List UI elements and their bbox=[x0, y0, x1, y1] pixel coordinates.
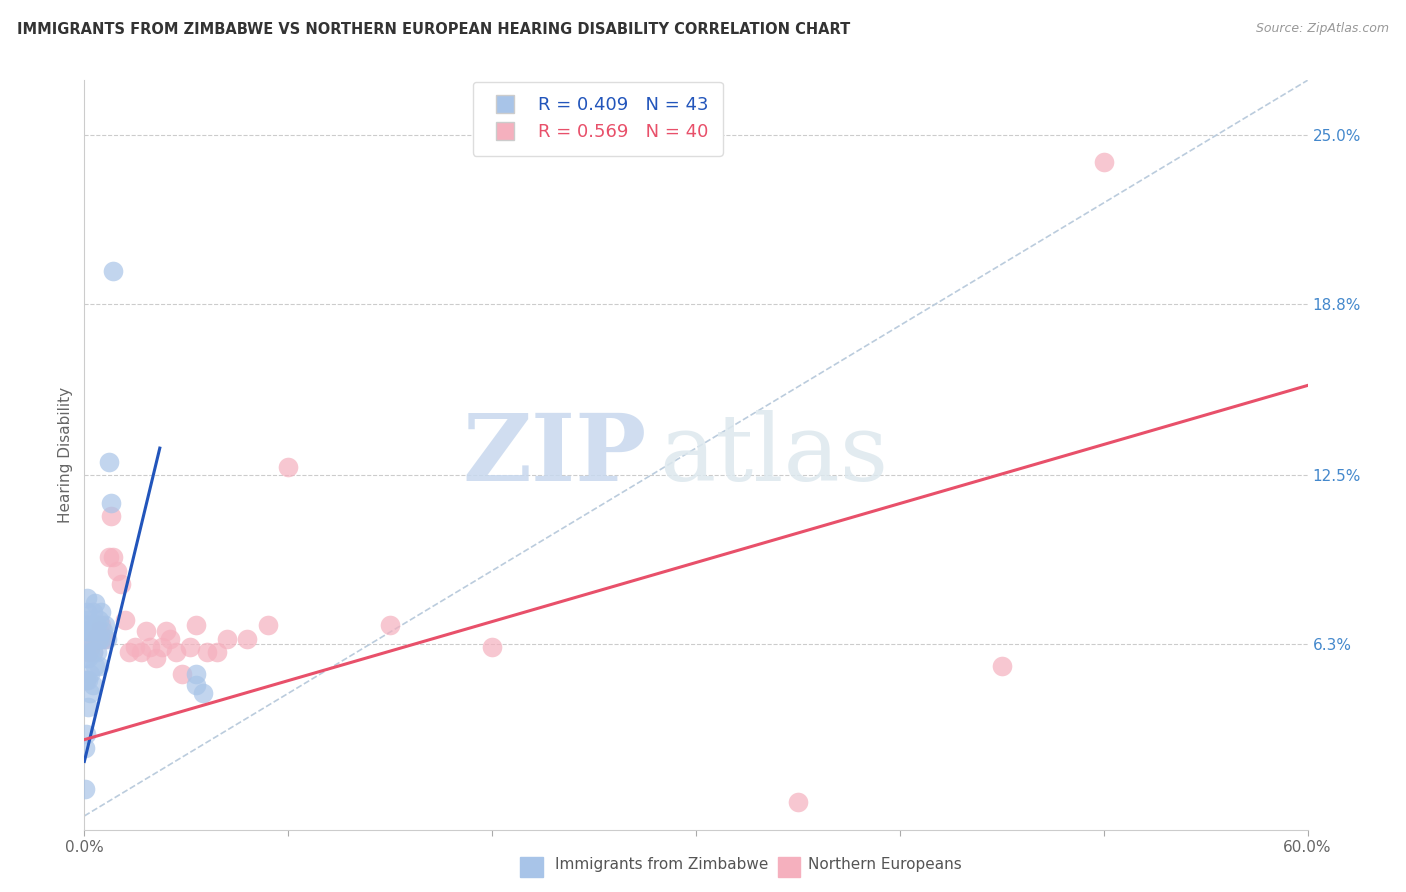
Point bbox=[90, 618, 112, 632]
Point bbox=[205, 645, 228, 659]
Point bbox=[91, 624, 114, 638]
Point bbox=[93, 632, 115, 646]
Point bbox=[277, 460, 299, 475]
Point bbox=[124, 640, 146, 654]
Point bbox=[118, 645, 141, 659]
Point bbox=[90, 632, 112, 646]
Point bbox=[105, 564, 128, 578]
Point bbox=[75, 781, 97, 796]
Point bbox=[97, 455, 120, 469]
Text: IMMIGRANTS FROM ZIMBABWE VS NORTHERN EUROPEAN HEARING DISABILITY CORRELATION CHA: IMMIGRANTS FROM ZIMBABWE VS NORTHERN EUR… bbox=[17, 22, 851, 37]
Point bbox=[186, 678, 208, 692]
Point bbox=[76, 605, 98, 619]
Point bbox=[82, 645, 104, 659]
Point bbox=[87, 624, 110, 638]
Y-axis label: Hearing Disability: Hearing Disability bbox=[58, 387, 73, 523]
Point bbox=[191, 686, 214, 700]
Point bbox=[82, 605, 104, 619]
Point bbox=[100, 495, 122, 509]
Point bbox=[82, 645, 104, 659]
Point bbox=[90, 605, 112, 619]
Point bbox=[79, 640, 101, 654]
Point bbox=[75, 673, 97, 687]
Point bbox=[165, 645, 187, 659]
Point bbox=[83, 632, 105, 646]
Point bbox=[79, 632, 101, 646]
Point bbox=[76, 591, 98, 605]
Point bbox=[236, 632, 259, 646]
Text: Northern Europeans: Northern Europeans bbox=[808, 857, 962, 872]
Point bbox=[87, 613, 110, 627]
Point bbox=[77, 651, 100, 665]
Point bbox=[87, 632, 110, 646]
Point bbox=[82, 678, 104, 692]
Text: Immigrants from Zimbabwe: Immigrants from Zimbabwe bbox=[555, 857, 769, 872]
Point bbox=[75, 651, 97, 665]
Point bbox=[77, 673, 100, 687]
Point bbox=[481, 640, 503, 654]
Text: ZIP: ZIP bbox=[463, 410, 647, 500]
Point bbox=[79, 686, 101, 700]
Point bbox=[138, 640, 160, 654]
Point bbox=[380, 618, 402, 632]
Point bbox=[79, 624, 101, 638]
Point bbox=[135, 624, 157, 638]
Point bbox=[77, 700, 100, 714]
Point bbox=[77, 645, 100, 659]
Point bbox=[79, 645, 101, 659]
Legend: R = 0.409   N = 43, R = 0.569   N = 40: R = 0.409 N = 43, R = 0.569 N = 40 bbox=[472, 82, 723, 156]
Point bbox=[77, 624, 100, 638]
Point bbox=[217, 632, 239, 646]
Point bbox=[787, 795, 810, 809]
Point bbox=[83, 624, 105, 638]
Point bbox=[75, 740, 97, 755]
Point bbox=[86, 618, 108, 632]
Point bbox=[86, 645, 108, 659]
Point bbox=[172, 667, 194, 681]
Point bbox=[93, 618, 115, 632]
Point bbox=[114, 613, 136, 627]
Point bbox=[75, 727, 97, 741]
Point bbox=[83, 596, 105, 610]
Point bbox=[150, 640, 173, 654]
Point bbox=[179, 640, 201, 654]
Point bbox=[1092, 155, 1115, 169]
Point bbox=[186, 667, 208, 681]
Point bbox=[131, 645, 153, 659]
Point bbox=[87, 659, 110, 673]
Point bbox=[76, 624, 98, 638]
Point bbox=[77, 613, 100, 627]
Point bbox=[82, 624, 104, 638]
Point bbox=[100, 509, 122, 524]
Point bbox=[110, 577, 132, 591]
Point bbox=[86, 632, 108, 646]
Point bbox=[257, 618, 280, 632]
Point bbox=[97, 550, 120, 565]
Point bbox=[75, 673, 97, 687]
Point bbox=[101, 550, 124, 565]
Point bbox=[159, 632, 181, 646]
Text: Source: ZipAtlas.com: Source: ZipAtlas.com bbox=[1256, 22, 1389, 36]
Point bbox=[79, 667, 101, 681]
Point bbox=[76, 618, 98, 632]
Point bbox=[991, 659, 1014, 673]
Point bbox=[155, 624, 177, 638]
Point bbox=[101, 264, 124, 278]
Point bbox=[186, 618, 208, 632]
Point bbox=[145, 651, 167, 665]
Point bbox=[83, 659, 105, 673]
Text: atlas: atlas bbox=[659, 410, 889, 500]
Point bbox=[75, 640, 97, 654]
Point bbox=[195, 645, 218, 659]
Point bbox=[96, 632, 118, 646]
Point bbox=[91, 632, 114, 646]
